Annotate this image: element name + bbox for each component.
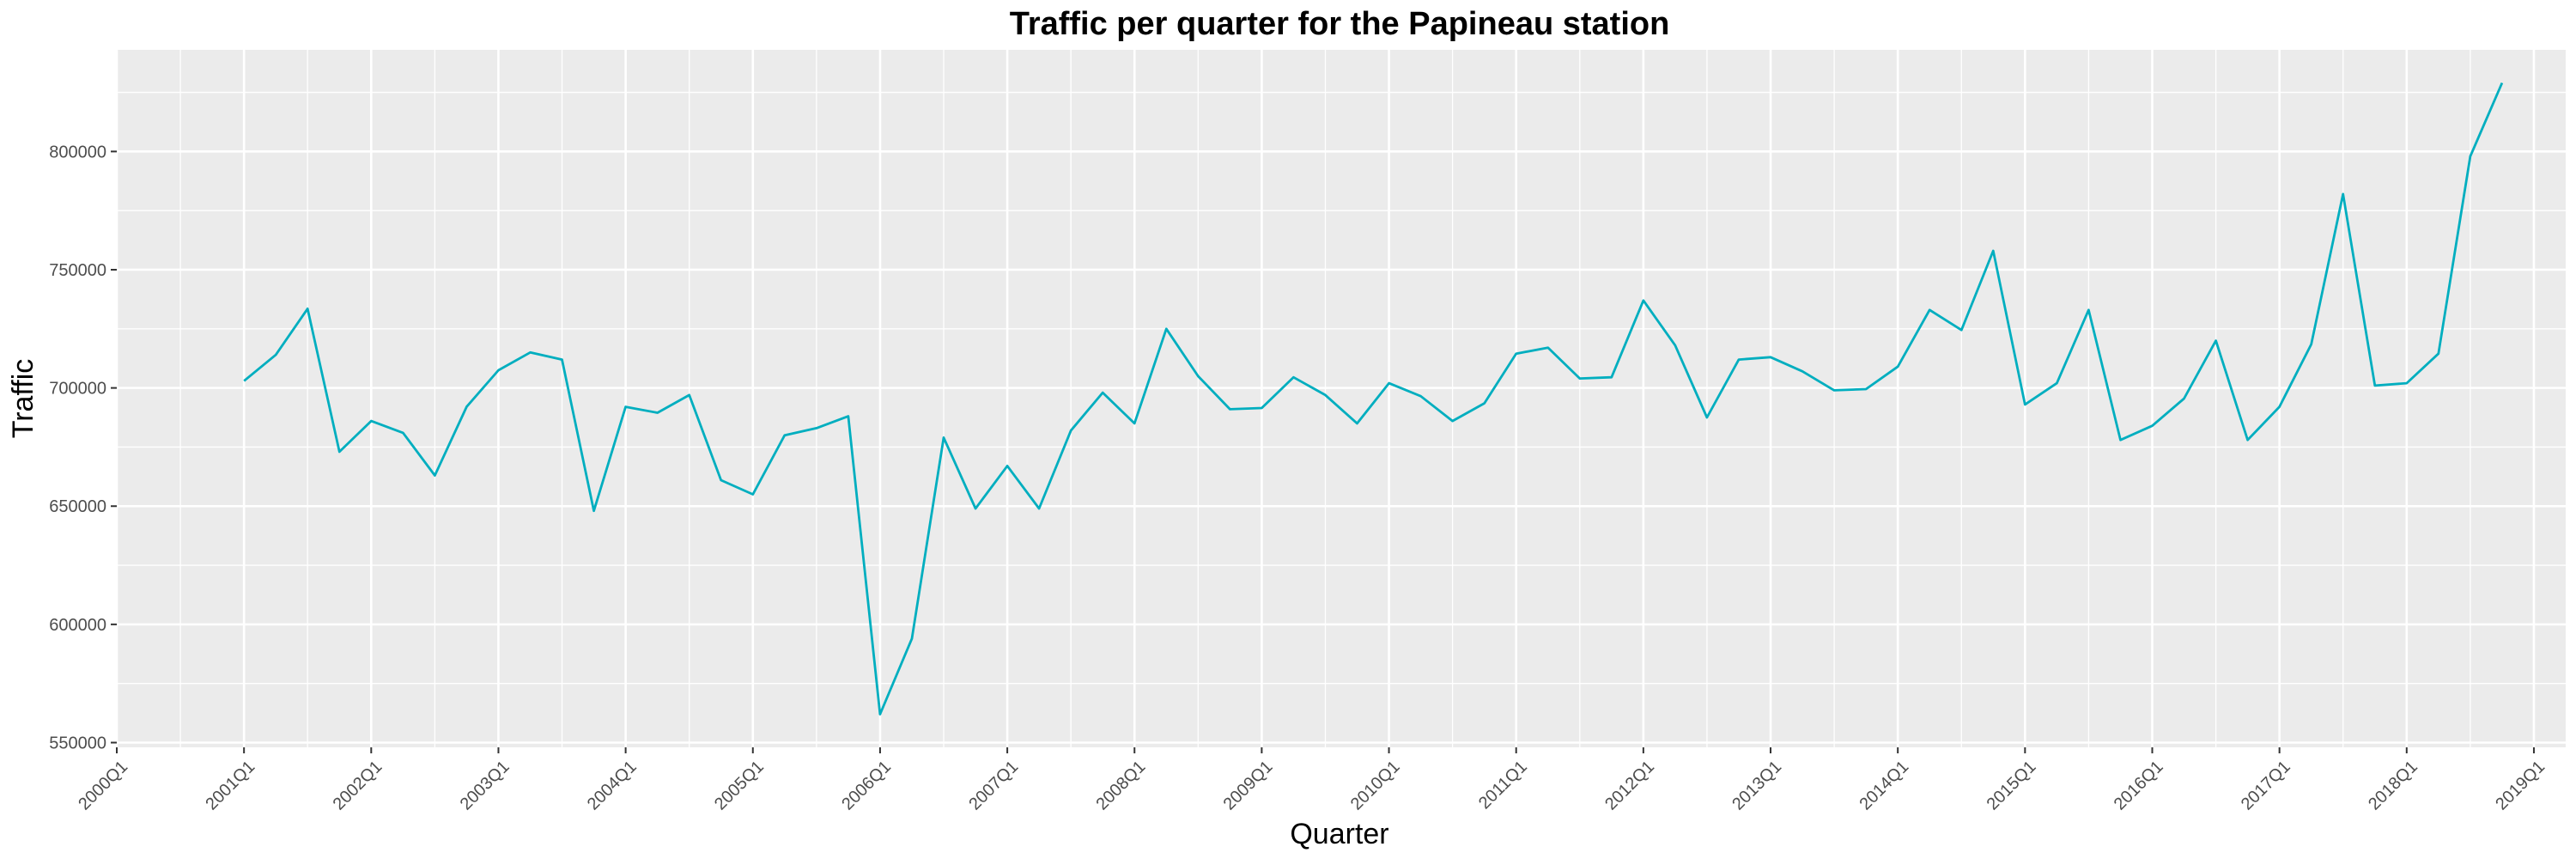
series-line — [243, 82, 2504, 716]
x-tick-label: 2000Q1 — [75, 758, 131, 814]
x-axis: 2000Q1 2001Q1 2002Q1 2003Q1 2004Q1 2005Q1 2006… — [75, 747, 2549, 813]
x-axis-title: Quarter — [1290, 818, 1388, 850]
x-tick-label: 2001Q1 — [202, 758, 258, 814]
y-axis: 550000 600000 650000 700000 750000 800000 — [49, 143, 117, 752]
x-tick-label: 2009Q1 — [1220, 758, 1277, 814]
x-tick-label: 2013Q1 — [1728, 758, 1785, 814]
major-gridlines-y — [117, 150, 2566, 744]
x-tick-label: 2007Q1 — [965, 758, 1022, 814]
x-tick-label: 2012Q1 — [1601, 758, 1658, 814]
x-tick-label: 2005Q1 — [711, 758, 768, 814]
x-tick-label: 2004Q1 — [584, 758, 641, 814]
x-tick-label: 2015Q1 — [1984, 758, 2040, 814]
chart-title: Traffic per quarter for the Papineau sta… — [1010, 6, 1670, 42]
y-axis-title: Traffic — [7, 359, 39, 439]
minor-gridlines-x — [179, 50, 2471, 747]
y-tick-label: 550000 — [49, 734, 106, 752]
y-tick-label: 700000 — [49, 380, 106, 399]
series-group — [243, 82, 2504, 716]
x-tick-label: 2017Q1 — [2238, 758, 2294, 814]
y-tick-label: 650000 — [49, 497, 106, 516]
x-tick-label: 2006Q1 — [838, 758, 895, 814]
minor-gridlines-y — [117, 91, 2566, 685]
x-tick-label: 2011Q1 — [1475, 758, 1531, 813]
x-tick-label: 2014Q1 — [1856, 758, 1912, 814]
y-tick-label: 800000 — [49, 143, 106, 161]
x-tick-label: 2018Q1 — [2365, 758, 2421, 814]
x-tick-label: 2002Q1 — [330, 758, 386, 814]
x-tick-label: 2010Q1 — [1347, 758, 1404, 814]
major-gridlines-x — [115, 50, 2536, 747]
x-tick-label: 2016Q1 — [2111, 758, 2167, 814]
x-tick-label: 2008Q1 — [1093, 758, 1150, 814]
y-tick-label: 600000 — [49, 616, 106, 635]
y-tick-label: 750000 — [49, 261, 106, 280]
plot-panel — [117, 50, 2566, 747]
x-tick-label: 2019Q1 — [2492, 758, 2549, 814]
x-tick-label: 2003Q1 — [457, 758, 513, 814]
